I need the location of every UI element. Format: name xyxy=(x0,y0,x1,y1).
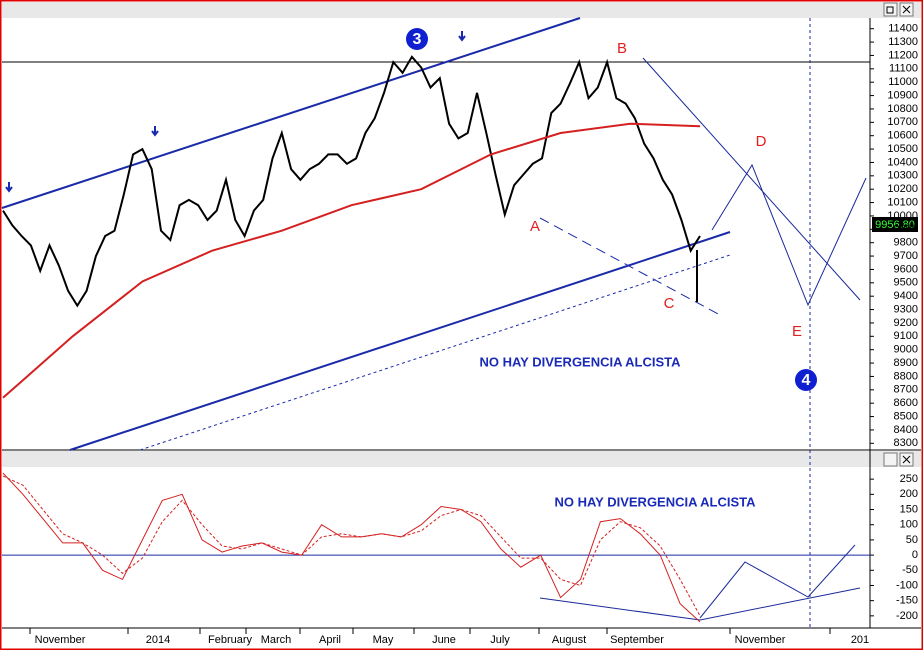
trend-dashed xyxy=(539,217,721,316)
y-tick-label: 9900 xyxy=(894,223,918,235)
y-tick-label: 8600 xyxy=(894,397,918,409)
y-tick-label: 9300 xyxy=(894,303,918,315)
y-tick-label: 8500 xyxy=(894,410,918,422)
y-tick-label: 9100 xyxy=(894,330,918,342)
price-tag xyxy=(872,217,918,232)
y-tick-label: 250 xyxy=(900,473,918,485)
wave-label: C xyxy=(664,295,675,312)
wave-label: 4 xyxy=(802,372,811,389)
y-tick-label: 10600 xyxy=(887,130,918,142)
x-tick-label: June xyxy=(432,634,456,646)
projection xyxy=(642,57,867,307)
x-tick-label: November xyxy=(35,634,86,646)
y-tick-label: -150 xyxy=(896,595,918,607)
y-tick-label: 100 xyxy=(900,519,918,531)
y-tick-label: 0 xyxy=(912,549,918,561)
x-tick-label: March xyxy=(261,634,292,646)
channel-upper xyxy=(1,17,581,209)
wave-label: 3 xyxy=(413,31,422,48)
y-tick-label: -50 xyxy=(902,564,918,576)
y-tick-label: 11200 xyxy=(888,49,918,61)
y-tick-label: 9400 xyxy=(894,290,918,302)
y-tick-label: 10300 xyxy=(887,170,918,182)
channel-dotted xyxy=(139,254,731,451)
y-tick-label: 8700 xyxy=(894,384,918,396)
arrows xyxy=(5,31,466,193)
top-bar xyxy=(2,2,921,18)
wave-circle xyxy=(406,28,428,50)
close-icon xyxy=(902,5,911,14)
wave-label: E xyxy=(792,323,802,340)
chart-note: NO HAY DIVERGENCIA ALCISTA xyxy=(479,354,681,369)
x-tick-label: 201 xyxy=(851,634,869,646)
y-tick-label: -200 xyxy=(896,610,918,622)
y-tick-label: 11000 xyxy=(888,76,918,88)
x-tick-label: April xyxy=(319,634,341,646)
y-tick-label: 8900 xyxy=(894,357,918,369)
y-tick-label: 9800 xyxy=(894,237,918,249)
y-tick-label: 10500 xyxy=(887,143,918,155)
chart-note: NO HAY DIVERGENCIA ALCISTA xyxy=(554,494,756,509)
y-tick-label: 10700 xyxy=(887,116,918,128)
y-tick-label: 10000 xyxy=(887,210,918,222)
x-tick-label: July xyxy=(490,634,510,646)
restore-icon xyxy=(886,6,894,14)
y-tick-label: 9200 xyxy=(894,317,918,329)
y-tick-label: 50 xyxy=(906,534,918,546)
pane-bar xyxy=(2,451,921,467)
x-tick-label: August xyxy=(552,634,586,646)
y-tick-label: -100 xyxy=(896,579,918,591)
x-tick-label: November xyxy=(735,634,786,646)
y-tick-label: 8300 xyxy=(894,437,918,449)
series-line xyxy=(2,472,701,623)
y-tick-label: 10200 xyxy=(887,183,918,195)
y-tick-label: 9000 xyxy=(894,344,918,356)
y-tick-label: 9500 xyxy=(894,277,918,289)
y-tick-label: 11400 xyxy=(888,23,918,35)
x-tick-label: 2014 xyxy=(146,634,170,646)
y-tick-label: 10900 xyxy=(887,89,918,101)
y-tick-label: 11100 xyxy=(889,63,918,75)
y-tick-label: 11300 xyxy=(888,36,918,48)
wave-circle xyxy=(795,369,817,391)
y-tick-label: 8800 xyxy=(894,370,918,382)
y-tick-label: 8400 xyxy=(894,424,918,436)
y-tick-label: 10800 xyxy=(887,103,918,115)
series-line xyxy=(2,55,701,308)
series-line xyxy=(2,122,701,399)
y-tick-label: 200 xyxy=(900,488,918,500)
y-tick-label: 150 xyxy=(900,503,918,515)
osc-projection xyxy=(539,544,861,621)
price-tag-label: 9956.80 xyxy=(875,219,915,231)
series-line xyxy=(2,475,701,617)
y-tick-label: 9700 xyxy=(894,250,918,262)
x-tick-label: February xyxy=(208,634,253,646)
y-tick-label: 10100 xyxy=(887,196,918,208)
wave-label: D xyxy=(756,133,767,150)
channel-lower xyxy=(69,231,731,451)
x-tick-label: May xyxy=(373,634,394,646)
restore-button[interactable] xyxy=(883,452,898,467)
y-tick-label: 9600 xyxy=(894,263,918,275)
restore-button[interactable] xyxy=(883,2,898,17)
y-tick-label: 10400 xyxy=(887,156,918,168)
wave-label: B xyxy=(617,40,627,57)
x-tick-label: September xyxy=(610,634,664,646)
close-icon xyxy=(902,455,911,464)
wave-label: A xyxy=(530,218,540,235)
